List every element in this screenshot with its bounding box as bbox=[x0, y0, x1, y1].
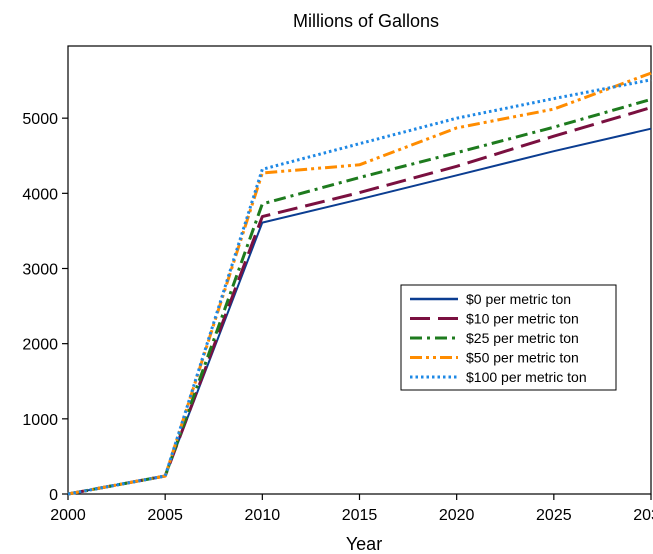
legend-label-1: $10 per metric ton bbox=[466, 311, 579, 327]
y-tick-label: 0 bbox=[49, 487, 58, 504]
chart-title: Millions of Gallons bbox=[293, 11, 439, 31]
series-line-3 bbox=[67, 71, 652, 496]
x-tick-label: 2000 bbox=[50, 507, 86, 524]
x-axis: 2000 2005 2010 2015 2020 2025 2030 bbox=[50, 494, 653, 524]
y-tick-label: 2000 bbox=[22, 337, 58, 354]
x-axis-label: Year bbox=[346, 534, 382, 554]
x-tick-label: 2015 bbox=[342, 507, 378, 524]
x-tick-label: 2020 bbox=[439, 507, 475, 524]
legend-label-2: $25 per metric ton bbox=[466, 330, 579, 346]
x-tick-label: 2005 bbox=[147, 507, 183, 524]
y-tick-label: 5000 bbox=[22, 111, 58, 128]
x-tick-label: 2030 bbox=[633, 507, 653, 524]
plot-frame bbox=[67, 45, 652, 495]
legend-label-0: $0 per metric ton bbox=[466, 291, 571, 307]
series-lines bbox=[67, 71, 652, 496]
legend: $0 per metric ton $10 per metric ton $25 p… bbox=[400, 284, 617, 391]
x-tick-label: 2010 bbox=[245, 507, 281, 524]
y-axis: 0 1000 2000 3000 4000 5000 bbox=[22, 111, 68, 504]
legend-label-3: $50 per metric ton bbox=[466, 350, 579, 366]
y-tick-label: 1000 bbox=[22, 412, 58, 429]
y-tick-label: 4000 bbox=[22, 186, 58, 203]
legend-label-4: $100 per metric ton bbox=[466, 369, 587, 385]
x-tick-label: 2025 bbox=[536, 507, 572, 524]
y-tick-label: 3000 bbox=[22, 261, 58, 278]
series-line-4 bbox=[67, 78, 652, 496]
